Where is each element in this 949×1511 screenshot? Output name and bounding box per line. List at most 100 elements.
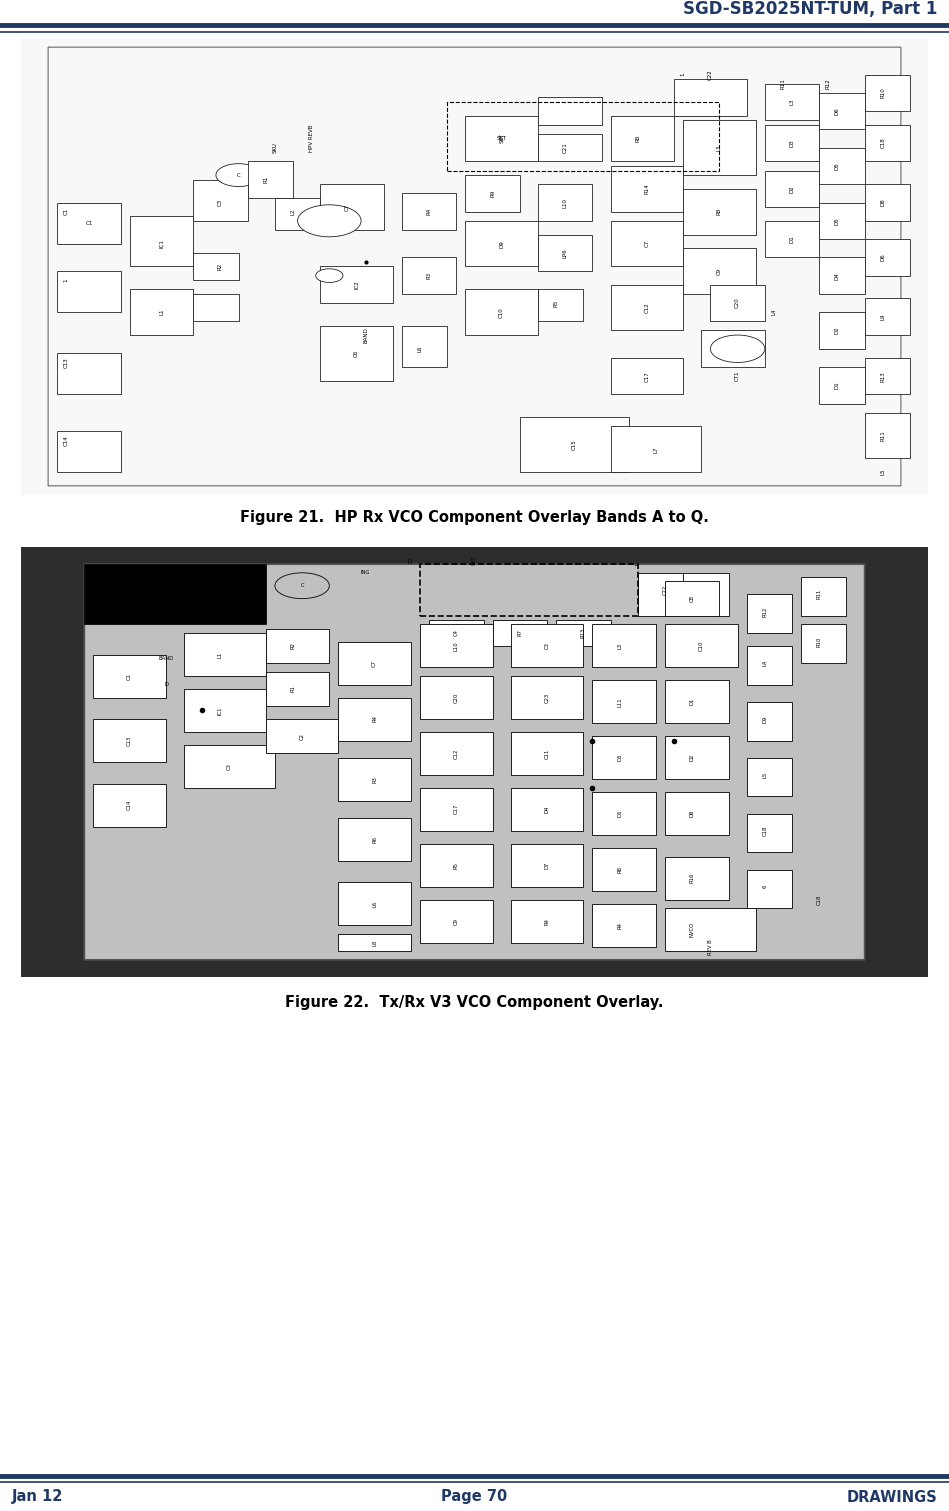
Bar (765, 125, 819, 162)
Text: C18: C18 (762, 825, 768, 836)
Text: R4: R4 (545, 917, 549, 925)
Text: C22: C22 (662, 585, 667, 595)
Text: C14: C14 (64, 435, 68, 446)
Bar (511, 675, 584, 719)
Bar (538, 289, 584, 322)
Text: D1: D1 (690, 698, 695, 706)
Text: D2: D2 (790, 184, 794, 193)
Text: IC1: IC1 (159, 239, 164, 248)
Text: R8: R8 (635, 134, 641, 142)
Bar (184, 633, 266, 675)
Circle shape (711, 335, 765, 363)
Bar (339, 817, 411, 861)
Text: Page 70: Page 70 (441, 1490, 508, 1505)
Bar (683, 573, 729, 616)
Bar (402, 193, 456, 230)
Bar (420, 843, 493, 887)
Bar (57, 202, 121, 243)
Text: SKT: SKT (499, 133, 504, 144)
Text: NVCO: NVCO (690, 922, 695, 937)
Text: 1: 1 (64, 278, 68, 283)
Circle shape (216, 163, 261, 186)
Bar (592, 624, 656, 668)
Bar (747, 594, 792, 633)
Bar (610, 116, 674, 162)
Bar (765, 221, 819, 257)
Text: D9: D9 (499, 240, 504, 248)
Text: C7: C7 (345, 204, 350, 210)
Bar (420, 675, 493, 719)
Text: D2: D2 (835, 326, 840, 334)
Text: D: D (164, 681, 168, 688)
Text: R5: R5 (454, 861, 459, 869)
Text: ING: ING (361, 570, 370, 576)
Text: HPV REVB: HPV REVB (308, 125, 314, 153)
Text: R3: R3 (372, 775, 377, 783)
Bar (747, 757, 792, 796)
Text: Figure 22.  Tx/Rx V3 VCO Component Overlay.: Figure 22. Tx/Rx V3 VCO Component Overla… (286, 996, 663, 1009)
Text: L5: L5 (881, 468, 885, 476)
Bar (865, 184, 910, 221)
Text: D7: D7 (545, 861, 549, 869)
Text: R10: R10 (881, 88, 885, 98)
Bar (683, 248, 755, 295)
Text: C12: C12 (644, 302, 649, 313)
Text: C13: C13 (127, 736, 132, 745)
Bar (610, 221, 683, 266)
Text: D3: D3 (617, 754, 623, 762)
Bar (511, 899, 584, 943)
Bar (801, 624, 847, 663)
Bar (819, 148, 865, 184)
Bar (511, 787, 584, 831)
Text: L3: L3 (790, 98, 794, 106)
Bar (465, 221, 538, 266)
Text: C3: C3 (227, 763, 233, 769)
Text: C3: C3 (218, 199, 223, 205)
Bar (592, 848, 656, 891)
Text: C6: C6 (354, 349, 359, 357)
Bar (765, 171, 819, 207)
Text: R5: R5 (553, 299, 559, 307)
Text: L4: L4 (762, 660, 768, 666)
Bar (266, 629, 329, 663)
Text: R8: R8 (716, 209, 722, 215)
Bar (429, 620, 484, 645)
Bar (610, 426, 701, 471)
Bar (819, 257, 865, 295)
Circle shape (298, 205, 361, 237)
Text: C21: C21 (563, 142, 568, 153)
Text: 6: 6 (762, 885, 768, 888)
Text: C1: C1 (127, 672, 132, 680)
Text: LP6: LP6 (563, 248, 568, 258)
Text: C11: C11 (545, 748, 549, 759)
Bar (339, 698, 411, 740)
Text: R11: R11 (817, 589, 822, 600)
Bar (339, 757, 411, 801)
Text: C22: C22 (708, 70, 713, 80)
Text: BAND: BAND (363, 328, 368, 343)
Bar (420, 731, 493, 775)
Text: L2: L2 (290, 209, 295, 215)
Text: R13: R13 (581, 629, 586, 638)
Text: R2: R2 (290, 642, 295, 650)
Bar (248, 162, 293, 198)
Bar (447, 101, 719, 171)
Text: C13: C13 (64, 357, 68, 367)
Bar (865, 125, 910, 162)
Text: R2: R2 (218, 263, 223, 270)
Text: C: C (236, 172, 240, 178)
Text: Figure 21.  HP Rx VCO Component Overlay Bands A to Q.: Figure 21. HP Rx VCO Component Overlay B… (240, 511, 709, 524)
Bar (402, 257, 456, 295)
Text: SGD-SB2025NT-TUM, Part 1: SGD-SB2025NT-TUM, Part 1 (683, 0, 938, 18)
Text: R4: R4 (617, 922, 623, 929)
Bar (665, 680, 729, 724)
Text: R1: R1 (290, 686, 295, 692)
Text: D1: D1 (835, 381, 840, 390)
Text: IC1: IC1 (218, 706, 223, 715)
Text: SKT: SKT (472, 555, 477, 565)
Text: C3: C3 (545, 642, 549, 650)
Text: C20: C20 (454, 692, 459, 703)
Bar (610, 284, 683, 331)
Bar (665, 582, 719, 616)
Bar (194, 252, 238, 280)
